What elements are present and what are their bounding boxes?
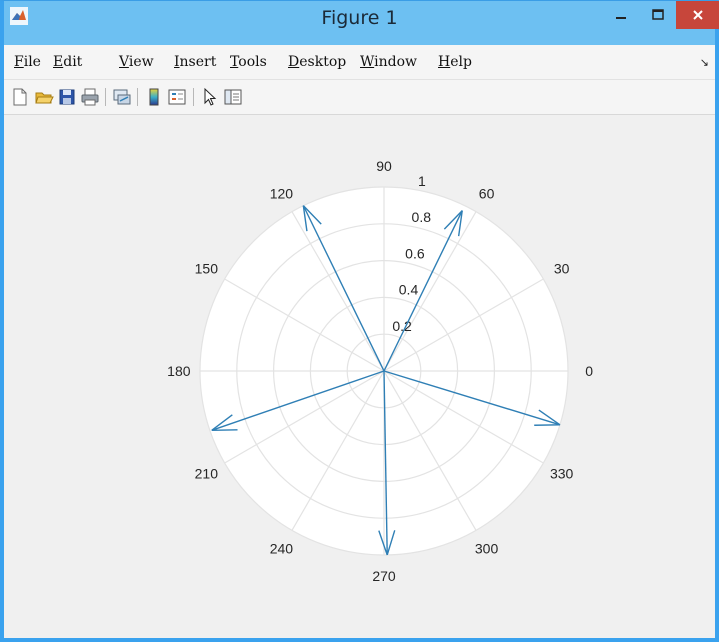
edit-plot-icon[interactable] [200,87,220,107]
angular-grid-line [291,370,385,531]
radius-tick-label: 0.6 [405,245,425,261]
menu-view-mnemonic: V [119,54,129,70]
plot-area: 0 30 60 90 120 150 180 210 240 270 300 330 0.2 0.4 0.6… [4,115,715,638]
angle-tick-label: 0 [585,363,593,379]
menu-view[interactable]: View [119,54,154,70]
arrow-shaft [383,370,388,555]
compass-arrow [383,370,561,426]
compass-arrow [378,370,396,556]
arrow-head [457,210,463,237]
polar-plot[interactable]: 0 30 60 90 120 150 180 210 240 270 300 330 0.2 0.4 0.6… [4,115,715,639]
print-figure-icon[interactable] [80,87,100,107]
title-bar[interactable]: Figure 1 [4,1,719,45]
menu-view-label: iew [128,54,154,70]
angle-tick-label: 300 [475,541,499,557]
menu-edit-label: dit [63,54,83,70]
menu-insert-label: nsert [179,54,217,70]
menu-dock-arrow-icon[interactable]: ↘ [699,57,709,69]
menu-file[interactable]: File [14,54,41,70]
window-title: Figure 1 [321,7,398,29]
property-inspector-icon[interactable] [223,87,243,107]
insert-legend-icon[interactable] [167,87,187,107]
angular-grid-line [383,370,477,531]
maximize-button[interactable] [641,1,675,29]
new-figure-icon[interactable] [10,87,30,107]
angle-tick-label: 120 [270,185,294,201]
maximize-icon [652,9,664,20]
angular-grid-line [291,211,385,372]
arrow-shaft [211,370,385,431]
menu-window-mnemonic: W [360,54,375,70]
menu-window-label: indow [374,54,418,70]
compass-arrow [302,205,385,372]
menu-help-mnemonic: H [438,54,451,70]
angular-grid-line [224,370,385,464]
save-figure-icon[interactable] [57,87,77,107]
toolbar-separator [137,88,138,106]
radius-tick-label: 1 [418,173,426,189]
compass-arrow [383,210,463,372]
close-icon [692,10,703,20]
arrow-head [378,530,388,556]
menu-insert[interactable]: Insert [174,54,216,70]
polar-tick-labels: 0 30 60 90 120 150 180 210 240 270 300 330 0.2 0.4 0.6… [167,158,593,584]
matlab-app-icon[interactable] [10,7,28,25]
radius-tick-label: 0.8 [412,209,432,225]
arrow-head [443,210,463,230]
angular-grid-line [383,370,544,464]
angular-grid-line [224,278,385,372]
angle-tick-label: 150 [195,260,219,276]
menu-desktop-label: esktop [299,54,347,70]
close-button[interactable] [676,1,719,29]
radius-tick-label: 0.2 [392,318,412,334]
menu-edit-mnemonic: E [53,54,64,70]
arrow-shaft [383,210,463,372]
arrow-head [211,414,233,431]
menu-desktop[interactable]: Desktop [288,54,346,70]
angle-tick-label: 210 [195,466,219,482]
radius-tick-label: 0.4 [399,282,419,298]
angle-tick-label: 270 [372,568,396,584]
menu-window[interactable]: Window [360,54,417,70]
angle-tick-label: 60 [479,185,495,201]
angle-tick-label: 30 [554,260,570,276]
angular-grid-line [383,211,477,372]
menu-file-label: ile [23,54,41,70]
arrow-head [386,530,396,556]
menu-tools-label: ools [238,54,267,70]
compass-arrow [211,370,385,432]
arrow-head [302,205,308,232]
minimize-button[interactable] [604,1,638,29]
menu-tools-mnemonic: T [230,54,239,70]
angular-grid-line [383,278,544,372]
menu-insert-mnemonic: I [174,54,180,70]
arrow-head [302,205,322,225]
menu-edit[interactable]: Edit [53,54,82,70]
menu-desktop-mnemonic: D [288,54,300,70]
insert-colorbar-icon[interactable] [144,87,164,107]
menu-tools[interactable]: Tools [230,54,267,70]
open-file-icon[interactable] [34,87,54,107]
menu-help[interactable]: Help [438,54,472,70]
menu-bar: File Edit View Insert Tools Desktop Wind… [4,45,715,80]
figure-toolbar [4,80,715,115]
angle-tick-label: 240 [270,541,294,557]
angle-tick-label: 330 [550,466,574,482]
minimize-icon [616,17,626,19]
arrow-shaft [383,370,561,426]
link-plot-icon[interactable] [112,87,132,107]
toolbar-separator [105,88,106,106]
angle-tick-label: 90 [376,158,392,174]
arrow-shaft [302,205,385,372]
menu-help-label: elp [450,54,472,70]
angle-tick-label: 180 [167,363,191,379]
compass-arrows [211,205,561,556]
arrow-head [538,409,561,426]
menu-file-mnemonic: F [14,54,24,70]
toolbar-separator [193,88,194,106]
